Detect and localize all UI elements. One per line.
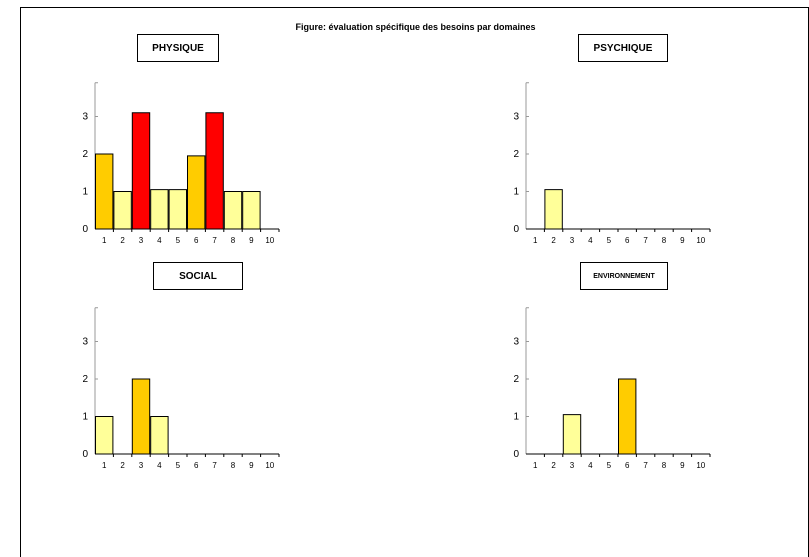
- bar-physique-8: [223, 191, 243, 230]
- x-tick-label-social-5: 5: [176, 461, 181, 470]
- x-tick-label-psychique-6: 6: [625, 236, 630, 245]
- x-tick-label-social-4: 4: [157, 461, 162, 470]
- y-tick-label-psychique-2: 2: [513, 149, 519, 160]
- y-tick-label-social-3: 3: [82, 337, 88, 348]
- y-tick-label-environnement-3: 3: [513, 337, 519, 348]
- y-tick-label-environnement-0: 0: [513, 449, 519, 460]
- y-tick-label-psychique-1: 1: [513, 187, 519, 198]
- x-tick-label-physique-7: 7: [212, 236, 217, 245]
- x-tick-label-social-2: 2: [120, 461, 125, 470]
- bar-physique-7: [205, 112, 224, 230]
- y-tick-label-environnement-1: 1: [513, 412, 519, 423]
- x-tick-label-physique-8: 8: [231, 236, 236, 245]
- bar-social-4: [150, 416, 169, 455]
- bar-environnement-6: [618, 378, 637, 455]
- x-tick-label-psychique-8: 8: [662, 236, 667, 245]
- panel-title-physique: PHYSIQUE: [137, 34, 219, 62]
- x-tick-label-environnement-5: 5: [607, 461, 612, 470]
- x-tick-label-psychique-3: 3: [570, 236, 575, 245]
- x-tick-label-environnement-9: 9: [680, 461, 685, 470]
- figure-title: Figure: évaluation spécifique des besoin…: [295, 22, 536, 32]
- bar-psychique-2: [544, 189, 563, 230]
- x-tick-label-physique-9: 9: [249, 236, 254, 245]
- bar-social-1: [95, 416, 114, 455]
- x-tick-label-environnement-10: 10: [696, 461, 705, 470]
- x-tick-label-psychique-10: 10: [696, 236, 705, 245]
- panel-title-environnement: ENVIRONNEMENT: [580, 262, 668, 290]
- x-tick-label-environnement-2: 2: [551, 461, 556, 470]
- x-tick-label-physique-3: 3: [139, 236, 144, 245]
- x-tick-label-physique-4: 4: [157, 236, 162, 245]
- x-tick-label-environnement-1: 1: [533, 461, 538, 470]
- y-tick-label-psychique-3: 3: [513, 112, 519, 123]
- y-tick-label-physique-2: 2: [82, 149, 88, 160]
- x-tick-label-psychique-2: 2: [551, 236, 556, 245]
- x-tick-label-environnement-8: 8: [662, 461, 667, 470]
- bar-environnement-3: [562, 414, 582, 455]
- bar-social-3: [131, 378, 151, 455]
- x-tick-label-psychique-1: 1: [533, 236, 538, 245]
- panel-title-psychique: PSYCHIQUE: [578, 34, 668, 62]
- x-tick-label-social-3: 3: [139, 461, 144, 470]
- x-tick-label-environnement-4: 4: [588, 461, 593, 470]
- x-tick-label-physique-10: 10: [265, 236, 274, 245]
- x-tick-label-social-7: 7: [212, 461, 217, 470]
- bar-physique-4: [150, 189, 169, 230]
- x-tick-label-social-6: 6: [194, 461, 199, 470]
- panel-title-social: SOCIAL: [153, 262, 243, 290]
- y-tick-label-social-1: 1: [82, 412, 88, 423]
- x-tick-label-social-8: 8: [231, 461, 236, 470]
- x-tick-label-social-10: 10: [265, 461, 274, 470]
- x-tick-label-environnement-7: 7: [643, 461, 648, 470]
- bar-physique-2: [113, 191, 132, 230]
- y-tick-label-physique-3: 3: [82, 112, 88, 123]
- bar-physique-9: [242, 191, 261, 230]
- bar-physique-6: [187, 155, 206, 230]
- x-tick-label-physique-5: 5: [176, 236, 181, 245]
- x-tick-label-psychique-4: 4: [588, 236, 593, 245]
- x-tick-label-physique-1: 1: [102, 236, 107, 245]
- y-tick-label-social-2: 2: [82, 374, 88, 385]
- x-tick-label-social-9: 9: [249, 461, 254, 470]
- x-tick-label-environnement-6: 6: [625, 461, 630, 470]
- bar-physique-3: [131, 112, 151, 230]
- y-tick-label-environnement-2: 2: [513, 374, 519, 385]
- x-tick-label-environnement-3: 3: [570, 461, 575, 470]
- x-tick-label-psychique-9: 9: [680, 236, 685, 245]
- x-tick-label-social-1: 1: [102, 461, 107, 470]
- x-tick-label-psychique-7: 7: [643, 236, 648, 245]
- x-tick-label-physique-2: 2: [120, 236, 125, 245]
- y-tick-label-psychique-0: 0: [513, 224, 519, 235]
- bar-physique-1: [95, 153, 114, 230]
- y-tick-label-social-0: 0: [82, 449, 88, 460]
- y-tick-label-physique-1: 1: [82, 187, 88, 198]
- x-tick-label-physique-6: 6: [194, 236, 199, 245]
- y-tick-label-physique-0: 0: [82, 224, 88, 235]
- bar-physique-5: [168, 189, 188, 230]
- x-tick-label-psychique-5: 5: [607, 236, 612, 245]
